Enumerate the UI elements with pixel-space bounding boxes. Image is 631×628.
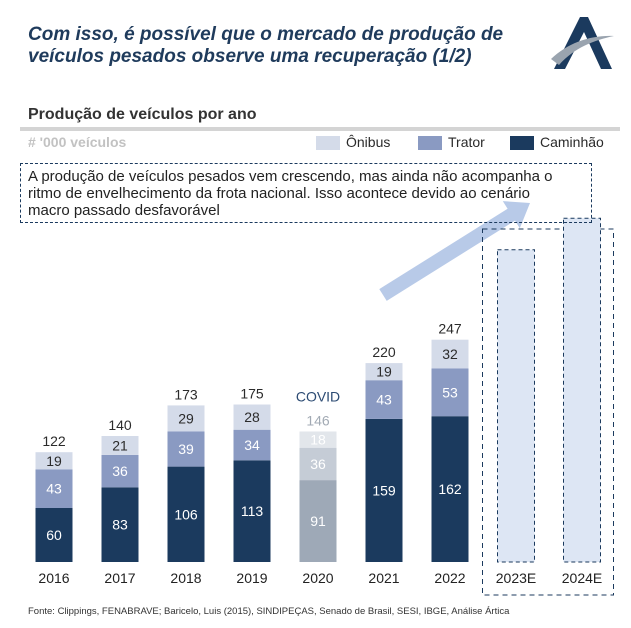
- bar-segment-caminhao-2020: [299, 480, 337, 562]
- bar-segment-caminhao-2022: [431, 416, 469, 562]
- bar-segment-trator-2021: [365, 380, 403, 419]
- legend-swatch-caminhao: [510, 135, 534, 150]
- total-label-2018: 173: [174, 386, 198, 402]
- bar-column-2016: 60 43 19 122 2016: [35, 433, 73, 586]
- slide-title-line-2: veículos pesados observe uma recuperação…: [28, 46, 472, 67]
- bar-segment-onibus-2017: [101, 436, 139, 455]
- value-label-caminhao-2019: 113: [241, 503, 264, 519]
- bar-column-2022: 162 53 32 247 2022: [431, 321, 469, 586]
- slide-title: Com isso, é possível que o mercado de pr…: [28, 24, 503, 68]
- bar-segment-onibus-2016: [35, 452, 73, 470]
- value-label-caminhao-2017: 83: [112, 517, 128, 533]
- callout-text-line-3: macro passado desfavorável: [28, 202, 220, 219]
- slide-title-line-1: Com isso, é possível que o mercado de pr…: [28, 24, 504, 45]
- value-label-caminhao-2016: 60: [46, 527, 62, 543]
- bar-column-2020: 91 36 18 146 2020: [299, 413, 337, 586]
- x-tick-label-2019: 2019: [236, 570, 267, 586]
- bar-segment-caminhao-2021: [365, 418, 403, 562]
- value-label-trator-2020: 36: [310, 456, 326, 472]
- chart-title: Produção de veículos por ano: [28, 106, 257, 123]
- callout-text-line-1: A produção de veículos pesados vem cresc…: [28, 168, 553, 185]
- bar-segment-onibus-2019: [233, 404, 271, 430]
- x-tick-label-2023e: 2023E: [496, 570, 536, 586]
- estimate-bar-2024e: [563, 217, 601, 563]
- trend-arrow: [379, 201, 530, 301]
- bar-segment-trator-2020: [299, 447, 337, 481]
- total-label-2016: 122: [42, 433, 66, 449]
- value-label-onibus-2016: 19: [46, 453, 62, 469]
- section-divider: [20, 127, 620, 131]
- legend-label-onibus: Ônibus: [346, 134, 391, 150]
- value-label-onibus-2018: 29: [178, 410, 194, 426]
- logo-a-mark: [554, 17, 612, 69]
- value-label-onibus-2022: 32: [442, 346, 458, 362]
- callout-text-line-2: ritmo de envelhecimento da frota naciona…: [28, 185, 530, 202]
- legend-swatch-trator: [418, 135, 442, 150]
- total-label-2021: 220: [372, 344, 396, 360]
- total-label-2019: 175: [240, 386, 264, 402]
- bar-column-2018: 106 39 29 173 2018: [167, 386, 205, 586]
- bar-column-2021: 159 43 19 220 2021: [365, 344, 403, 586]
- insight-callout: A produção de veículos pesados vem cresc…: [20, 163, 592, 223]
- legend-label-trator: Trator: [448, 134, 485, 150]
- bar-column-2024e: 2024E: [562, 217, 602, 586]
- legend-swatch-onibus: [316, 135, 340, 150]
- bar-segment-trator-2016: [35, 469, 73, 508]
- legend-item-onibus: Ônibus: [316, 134, 390, 151]
- bar-column-2017: 83 36 21 140 2017: [101, 417, 139, 586]
- value-label-onibus-2019: 28: [244, 409, 260, 425]
- estimate-bar-2023e: [497, 249, 535, 563]
- value-label-onibus-2020: 18: [310, 432, 326, 448]
- bar-segment-caminhao-2018: [167, 466, 205, 562]
- annotation-covid: COVID: [296, 389, 340, 405]
- bar-segment-trator-2017: [101, 454, 139, 488]
- bar-segment-caminhao-2016: [35, 508, 73, 562]
- estimate-frame: [482, 228, 614, 596]
- source-footnote: Fonte: Clippings, FENABRAVE; Baricelo, L…: [28, 606, 510, 617]
- x-tick-label-2022: 2022: [434, 570, 465, 586]
- value-label-caminhao-2022: 162: [438, 481, 462, 497]
- legend-item-caminhao: Caminhão: [510, 134, 604, 151]
- company-logo: [551, 17, 614, 69]
- value-label-onibus-2017: 21: [112, 437, 128, 453]
- bar-segment-trator-2022: [431, 368, 469, 417]
- value-label-trator-2018: 39: [178, 441, 194, 457]
- total-label-2022: 247: [438, 321, 462, 337]
- legend-label-caminhao: Caminhão: [540, 134, 604, 150]
- bar-segment-onibus-2018: [167, 405, 205, 432]
- value-label-trator-2019: 34: [244, 437, 260, 453]
- total-label-2020: 146: [306, 413, 330, 429]
- value-label-trator-2017: 36: [112, 463, 128, 479]
- x-tick-label-2017: 2017: [104, 570, 135, 586]
- value-label-onibus-2021: 19: [376, 364, 392, 380]
- bar-segment-caminhao-2019: [233, 460, 271, 562]
- bar-segment-onibus-2021: [365, 363, 403, 381]
- logo-swoosh: [551, 35, 614, 65]
- bar-segment-onibus-2020: [299, 431, 337, 448]
- x-tick-label-2016: 2016: [38, 570, 69, 586]
- value-label-trator-2022: 53: [442, 384, 458, 400]
- x-tick-label-2020: 2020: [302, 570, 333, 586]
- bar-segment-trator-2018: [167, 431, 205, 467]
- total-label-2017: 140: [108, 417, 132, 433]
- value-label-caminhao-2021: 159: [372, 482, 396, 498]
- unit-label: # '000 veículos: [28, 134, 127, 150]
- legend-item-trator: Trator: [418, 134, 485, 151]
- x-tick-label-2018: 2018: [170, 570, 201, 586]
- bar-segment-trator-2019: [233, 429, 271, 461]
- value-label-trator-2021: 43: [376, 392, 392, 408]
- bar-column-2019: 113 34 28 175 2019: [233, 386, 271, 586]
- bar-column-2023e: 2023E: [496, 249, 536, 586]
- value-label-caminhao-2018: 106: [174, 506, 198, 522]
- value-label-caminhao-2020: 91: [310, 513, 326, 529]
- bar-segment-caminhao-2017: [101, 487, 139, 562]
- x-tick-label-2021: 2021: [368, 570, 399, 586]
- x-tick-label-2024e: 2024E: [562, 570, 602, 586]
- bar-segment-onibus-2022: [431, 339, 469, 369]
- value-label-trator-2016: 43: [46, 481, 62, 497]
